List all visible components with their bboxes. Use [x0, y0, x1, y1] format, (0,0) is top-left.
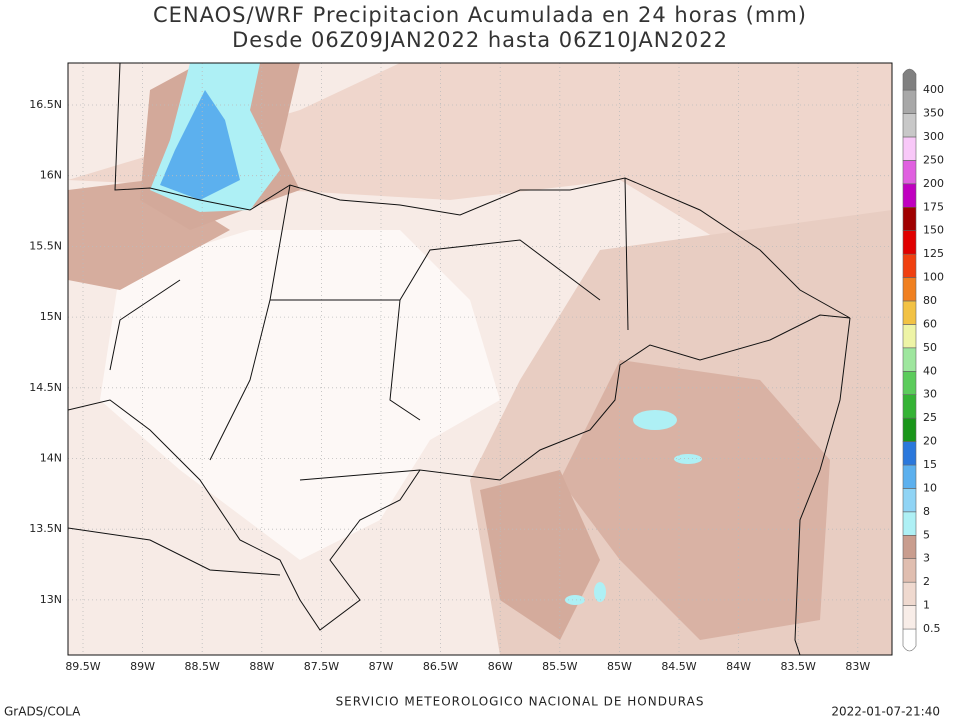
colorbar-swatch — [902, 394, 917, 419]
colorbar-swatch — [902, 300, 917, 325]
footer-right: 2022-01-07-21:40 — [831, 705, 940, 719]
colorbar-swatch — [902, 581, 917, 606]
colorbar-label: 40 — [923, 364, 937, 377]
footer-left: GrADS/COLA — [4, 705, 81, 719]
colorbar-swatch — [902, 136, 917, 161]
lon-label: 83.5W — [781, 660, 816, 673]
colorbar-swatch — [902, 183, 917, 208]
footer-center: SERVICIO METEOROLOGICO NACIONAL DE HONDU… — [336, 695, 705, 709]
colorbar-label: 2 — [923, 575, 930, 588]
colorbar-label: 15 — [923, 458, 937, 471]
rain-moderate — [160, 90, 240, 200]
colorbar-swatch — [902, 324, 917, 349]
coastline — [68, 527, 281, 576]
colorbar-label: 80 — [923, 294, 937, 307]
lon-label: 88W — [249, 660, 274, 673]
colorbar-label: 1 — [923, 599, 930, 612]
colorbar-label: 0.5 — [923, 622, 941, 635]
colorbar-label: 150 — [923, 224, 944, 237]
colorbar-swatch — [902, 347, 917, 372]
map-frame — [67, 62, 893, 656]
lon-label: 84W — [726, 660, 751, 673]
lon-label: 88.5W — [185, 660, 220, 673]
colorbar-label: 175 — [923, 200, 944, 213]
colorbar-label: 300 — [923, 130, 944, 143]
rain-spot — [674, 454, 702, 464]
colorbar-swatch — [902, 534, 917, 560]
colorbar-swatch — [902, 160, 917, 185]
colorbar-label: 10 — [923, 481, 937, 494]
colorbar-label: 3 — [923, 552, 930, 565]
colorbar-label: 250 — [923, 153, 944, 166]
colorbar-label: 8 — [923, 505, 930, 518]
colorbar-label: 200 — [923, 177, 944, 190]
colorbar-label: 125 — [923, 247, 944, 260]
country-border — [68, 63, 851, 631]
colorbar-label: 50 — [923, 341, 937, 354]
colorbar-swatch — [902, 417, 917, 442]
colorbar-swatch — [902, 488, 917, 513]
axis-labels: 16.5N 16N 15.5N 15N 14.5N 14N 13.5N 13N 89.5W 89W… — [29, 98, 870, 673]
lon-label: 89W — [130, 660, 155, 673]
dry-area — [100, 230, 500, 560]
colorbar-swatch — [902, 464, 917, 489]
colorbar-swatch — [902, 558, 917, 583]
colorbar-swatch — [902, 113, 917, 138]
colorbar-label: 20 — [923, 435, 937, 448]
colorbar-swatch — [902, 68, 917, 91]
colorbar: 0.5 1 2 3 5 8 10 15 20 25 30 40 50 60 80 100 125 150 175 20… — [902, 68, 944, 652]
rain-spot — [594, 582, 606, 602]
lon-label: 86.5W — [423, 660, 458, 673]
title: CENAOS/WRF Precipitacion Acumulada en 24… — [153, 3, 807, 27]
lon-label: 87.5W — [304, 660, 339, 673]
lon-label: 84.5W — [661, 660, 696, 673]
grid — [68, 63, 892, 655]
colorbar-swatch — [902, 253, 917, 278]
colorbar-swatch — [902, 370, 917, 395]
lat-label: 15.5N — [29, 239, 62, 252]
colorbar-swatch — [902, 206, 917, 231]
colorbar-label: 30 — [923, 388, 937, 401]
lon-label: 86W — [488, 660, 513, 673]
lat-label: 13.5N — [29, 522, 62, 535]
colorbar-label: 25 — [923, 411, 937, 424]
lat-label: 14N — [40, 452, 62, 465]
lon-label: 87W — [369, 660, 394, 673]
colorbar-swatch — [902, 605, 917, 630]
colorbar-label: 60 — [923, 317, 937, 330]
colorbar-swatch — [902, 277, 917, 302]
subtitle: Desde 06Z09JAN2022 hasta 06Z10JAN2022 — [232, 28, 728, 52]
colorbar-swatch — [902, 511, 917, 536]
lat-label: 16.5N — [29, 98, 62, 111]
colorbar-label: 5 — [923, 528, 930, 541]
colorbar-swatch — [902, 441, 917, 466]
colorbar-label: 100 — [923, 271, 944, 284]
lon-label: 83W — [845, 660, 870, 673]
colorbar-label: 400 — [923, 83, 944, 96]
map — [68, 63, 892, 655]
lon-label: 89.5W — [65, 660, 100, 673]
coastline — [794, 317, 851, 655]
lon-label: 85.5W — [542, 660, 577, 673]
department-border — [624, 177, 629, 331]
colorbar-swatch — [902, 628, 917, 652]
department-border — [109, 184, 601, 481]
shade-east-dark — [560, 360, 830, 640]
colorbar-swatch — [902, 89, 917, 114]
lat-label: 13N — [40, 593, 62, 606]
lat-label: 15N — [40, 310, 62, 323]
colorbar-label: 350 — [923, 107, 944, 120]
lat-label: 16N — [40, 169, 62, 182]
lat-label: 14.5N — [29, 381, 62, 394]
colorbar-swatch — [902, 230, 917, 255]
lon-label: 85W — [607, 660, 632, 673]
rain-spot — [633, 410, 677, 430]
rain-spot — [565, 595, 585, 605]
